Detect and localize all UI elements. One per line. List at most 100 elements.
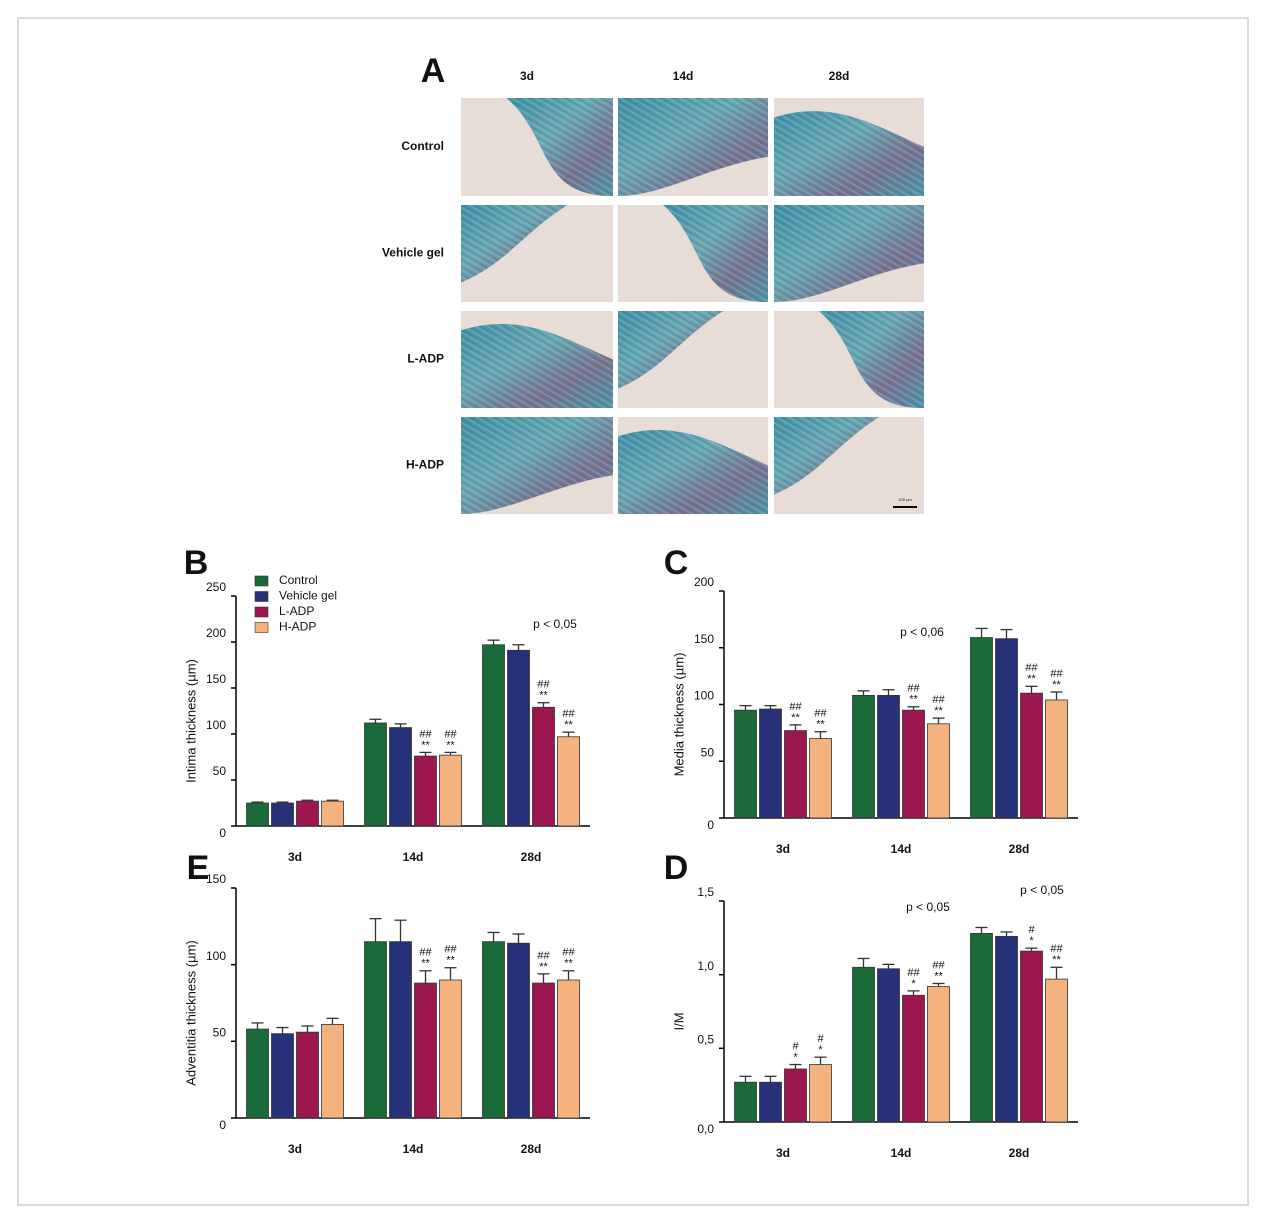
y-axis-label: I/M (671, 1012, 686, 1030)
column-label: 28d (829, 69, 850, 83)
bar (735, 1082, 757, 1122)
significance-mark: ** (1027, 673, 1036, 685)
bar (1021, 951, 1043, 1122)
bar (928, 986, 950, 1122)
panel-label: D (664, 849, 689, 887)
bar (297, 801, 319, 826)
panel-label: C (664, 544, 689, 582)
bar (810, 739, 832, 818)
panel-label: A (421, 52, 446, 90)
bar (735, 710, 757, 818)
histology-image (461, 205, 613, 302)
y-tick-label: 50 (213, 764, 227, 778)
significance-mark: ** (539, 690, 548, 702)
y-tick-label: 200 (694, 575, 714, 589)
y-tick-label: 1,5 (697, 885, 714, 899)
row-label: Vehicle gel (382, 246, 444, 260)
y-tick-label: 100 (206, 718, 226, 732)
significance-mark: ** (934, 970, 943, 982)
legend-swatch (255, 607, 268, 617)
bar (928, 724, 950, 818)
x-tick-label: 14d (403, 850, 424, 864)
annotation: p < 0,05 (533, 617, 577, 631)
bar (272, 1034, 294, 1118)
legend-swatch (255, 623, 268, 633)
significance-mark: ** (539, 961, 548, 973)
y-tick-label: 1,0 (697, 959, 714, 973)
bar (415, 983, 437, 1118)
significance-mark: ** (446, 739, 455, 751)
bar (903, 995, 925, 1122)
significance-mark: ** (909, 694, 918, 706)
bar (533, 707, 555, 826)
x-tick-label: 3d (288, 850, 302, 864)
legend-swatch (255, 576, 268, 586)
legend-label: Vehicle gel (279, 589, 337, 603)
bar (971, 933, 993, 1122)
bar (903, 710, 925, 818)
histology-image (461, 311, 613, 408)
y-tick-label: 0 (219, 1118, 226, 1132)
bar (1046, 979, 1068, 1122)
y-tick-label: 100 (694, 689, 714, 703)
y-tick-label: 50 (701, 745, 715, 759)
y-tick-label: 0 (219, 826, 226, 840)
x-tick-label: 14d (891, 1146, 912, 1160)
y-axis-label: Adventitia thickness (µm) (183, 940, 198, 1085)
column-label: 3d (520, 69, 534, 83)
bar (483, 645, 505, 826)
legend-swatch (255, 592, 268, 602)
bar (297, 1032, 319, 1118)
bar (322, 801, 344, 826)
legend-label: L-ADP (279, 604, 314, 618)
histology-image (461, 417, 613, 514)
significance-mark: ** (934, 705, 943, 717)
bar (415, 756, 437, 826)
x-tick-label: 28d (1009, 842, 1030, 856)
significance-mark: ** (791, 712, 800, 724)
annotation: p < 0,05 (906, 900, 950, 914)
bar (390, 728, 412, 826)
bar (558, 737, 580, 826)
row-label: H-ADP (406, 458, 444, 472)
histology-image (618, 417, 768, 514)
bar (1021, 693, 1043, 818)
bar (971, 638, 993, 818)
bar (878, 969, 900, 1122)
significance-mark: * (1029, 935, 1034, 947)
significance-mark: ** (564, 958, 573, 970)
figure: A 3d14d28dControlVehicle gelL-ADPH-ADP10… (0, 0, 1266, 1220)
x-tick-label: 28d (521, 1142, 542, 1156)
bar (760, 1082, 782, 1122)
histology-image (774, 311, 924, 408)
y-tick-label: 200 (206, 626, 226, 640)
significance-mark: ** (421, 739, 430, 751)
bar (996, 639, 1018, 818)
x-tick-label: 28d (521, 850, 542, 864)
bar (1046, 700, 1068, 818)
panel-a: A (421, 52, 446, 90)
annotation: p < 0,06 (900, 625, 944, 639)
histology-image (618, 205, 768, 302)
bar (483, 942, 505, 1118)
bar (996, 936, 1018, 1122)
histology-image (774, 98, 924, 196)
column-label: 14d (673, 69, 694, 83)
y-tick-label: 0,0 (697, 1122, 714, 1136)
y-tick-label: 0 (707, 818, 714, 832)
x-tick-label: 3d (776, 1146, 790, 1160)
bar (247, 1029, 269, 1118)
histology-image (618, 98, 768, 196)
histology-image (461, 98, 613, 196)
significance-mark: * (911, 978, 916, 990)
bar (760, 709, 782, 818)
bar (810, 1065, 832, 1122)
significance-mark: ** (1052, 954, 1061, 966)
bar (365, 942, 387, 1118)
legend-label: Control (279, 573, 318, 587)
annotation: p < 0,05 (1020, 883, 1064, 897)
y-tick-label: 150 (206, 672, 226, 686)
x-tick-label: 3d (776, 842, 790, 856)
bar (322, 1024, 344, 1118)
bar (558, 980, 580, 1118)
